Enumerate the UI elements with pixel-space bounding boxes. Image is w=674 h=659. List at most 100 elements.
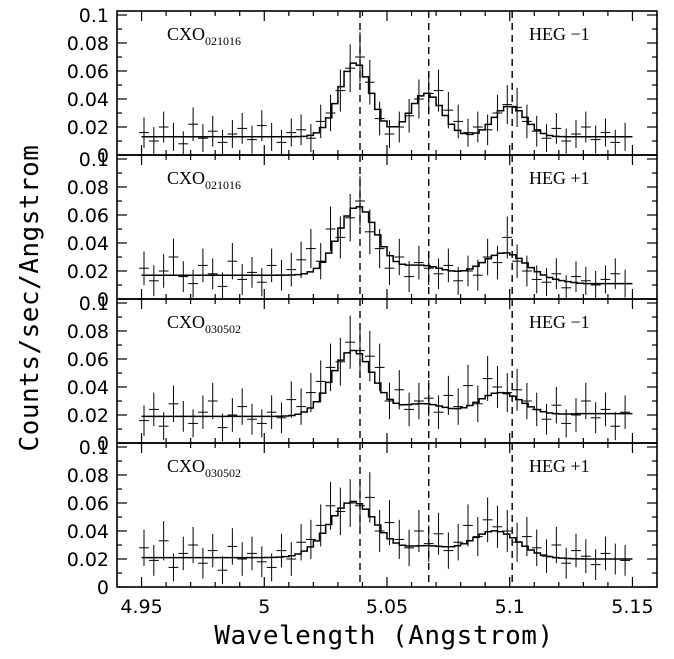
panel-observation-label: CXO021016 — [167, 24, 241, 48]
data-point — [551, 113, 562, 144]
data-point — [207, 533, 218, 568]
y-tick-label: 0 — [97, 145, 109, 167]
y-axis-title: Counts/sec/Angstrom — [15, 145, 45, 452]
data-point — [315, 360, 326, 403]
panel-grating-label: HEG −1 — [529, 24, 590, 44]
data-point — [531, 529, 542, 566]
data-point — [502, 216, 513, 259]
model-curve — [141, 62, 633, 138]
data-point — [139, 405, 149, 436]
data-point — [296, 114, 306, 146]
data-point — [276, 533, 287, 568]
data-point — [463, 255, 473, 287]
observation-name: CXO — [167, 456, 205, 476]
observation-date: 021016 — [205, 178, 241, 192]
data-point — [463, 118, 473, 147]
data-point — [580, 266, 591, 295]
data-point — [148, 127, 159, 155]
data-point — [296, 524, 306, 561]
data-point — [168, 385, 179, 422]
data-point — [286, 118, 297, 147]
data-point — [541, 403, 552, 435]
data-point — [463, 364, 473, 407]
data-point — [600, 392, 611, 427]
data-point — [296, 388, 306, 425]
data-point — [266, 553, 277, 582]
data-point — [492, 505, 503, 548]
data-point — [541, 268, 552, 297]
data-point — [148, 392, 159, 427]
data-point — [423, 251, 434, 285]
data-point — [453, 104, 464, 139]
y-tick-label: 0.06 — [67, 493, 109, 515]
data-point — [315, 243, 326, 280]
data-point — [217, 556, 228, 585]
data-point — [325, 482, 336, 530]
data-point — [374, 343, 385, 392]
y-tick-label: 0.02 — [67, 549, 109, 571]
data-point — [414, 79, 424, 119]
panel-observation-label: CXO030502 — [167, 312, 241, 336]
data-point — [610, 412, 621, 441]
data-point — [306, 229, 316, 269]
observation-name: CXO — [167, 312, 205, 332]
data-point — [148, 265, 159, 297]
y-tick-label: 0.06 — [67, 61, 109, 83]
data-point — [433, 258, 444, 290]
data-point — [414, 382, 424, 420]
data-point — [384, 120, 395, 148]
data-point — [522, 517, 532, 557]
data-point — [139, 529, 149, 566]
data-point — [158, 412, 169, 441]
data-point — [571, 533, 581, 568]
data-point — [472, 517, 483, 557]
data-point — [355, 482, 365, 530]
data-point — [561, 128, 572, 154]
data-point — [198, 547, 208, 579]
data-point — [237, 388, 248, 425]
data-point — [620, 395, 630, 429]
y-tick-label: 0 — [97, 289, 109, 311]
x-tick-label: 5.15 — [611, 596, 653, 618]
y-tick-label: 0 — [97, 433, 109, 455]
data-point — [423, 72, 434, 115]
data-point — [394, 111, 405, 143]
data-point — [286, 381, 297, 418]
data-point — [404, 99, 414, 133]
data-point — [384, 251, 395, 285]
data-point — [325, 343, 336, 392]
data-point — [502, 373, 513, 413]
data-point — [620, 545, 630, 576]
data-point — [433, 395, 444, 429]
model-curve — [141, 206, 633, 285]
data-point — [364, 472, 375, 523]
data-point — [364, 59, 375, 105]
observation-name: CXO — [167, 24, 205, 44]
data-point — [355, 31, 365, 83]
data-point — [531, 265, 542, 294]
data-point — [168, 553, 179, 582]
data-point — [217, 129, 228, 155]
data-point — [512, 244, 522, 278]
y-tick-label: 0.1 — [79, 149, 109, 171]
panel-plot-area — [139, 315, 633, 442]
data-point — [541, 539, 552, 573]
data-point — [364, 331, 375, 382]
data-point — [325, 94, 336, 132]
data-point — [256, 409, 267, 438]
data-point — [256, 110, 267, 141]
x-axis-title: Wavelength (Angstrom) — [214, 621, 553, 651]
data-point — [492, 94, 503, 132]
panel-frame — [116, 442, 658, 588]
data-point — [374, 510, 385, 552]
data-point — [227, 398, 238, 432]
data-point — [522, 255, 532, 287]
y-tick-label: 0.06 — [67, 349, 109, 371]
y-tick-label: 0.08 — [67, 465, 109, 487]
data-point — [482, 114, 493, 146]
x-tick-label: 5.05 — [366, 596, 408, 618]
data-point — [433, 69, 444, 112]
x-axis: 4.95 5 5.05 5.1 5.15 — [120, 596, 653, 618]
